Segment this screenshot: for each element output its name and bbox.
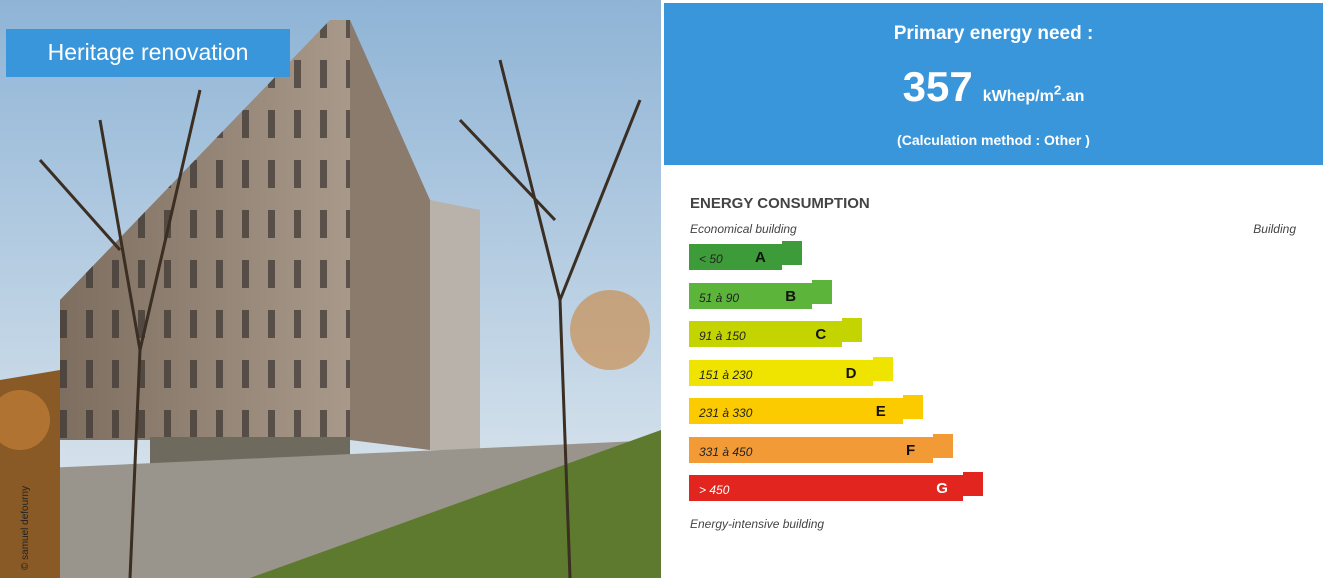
label-bottom: Energy-intensive building xyxy=(690,517,824,531)
calculation-method: (Calculation method : Other ) xyxy=(664,132,1323,148)
energy-unit: kWhep/m xyxy=(983,88,1054,105)
class-range: < 50 xyxy=(699,252,723,266)
class-letter: E xyxy=(876,403,886,420)
class-bar-tab xyxy=(903,395,923,419)
class-bar-tab xyxy=(782,241,802,265)
class-bar-tab xyxy=(812,280,832,304)
label-top-right: Building xyxy=(1253,222,1296,236)
class-range: 91 à 150 xyxy=(699,329,746,343)
page: Heritage renovation © samuel defourny Pr… xyxy=(0,0,1323,578)
label-title: ENERGY CONSUMPTION xyxy=(690,195,870,212)
class-range: 331 à 450 xyxy=(699,445,752,459)
class-letter: G xyxy=(936,480,948,497)
building-photo xyxy=(0,0,661,578)
class-letter: F xyxy=(906,442,915,459)
photo-tag: Heritage renovation xyxy=(6,29,290,77)
class-bar-tab xyxy=(963,472,983,496)
class-letter: C xyxy=(815,326,826,343)
class-range: 151 à 230 xyxy=(699,368,752,382)
class-bar-tab xyxy=(933,434,953,458)
energy-unit-suffix: .an xyxy=(1061,88,1084,105)
label-top-left: Economical building xyxy=(690,222,797,236)
class-letter: B xyxy=(785,288,796,305)
class-range: > 450 xyxy=(699,483,729,497)
class-letter: D xyxy=(846,365,857,382)
class-range: 231 à 330 xyxy=(699,406,752,420)
class-bar-tab xyxy=(842,318,862,342)
class-range: 51 à 90 xyxy=(699,291,739,305)
photo-credit: © samuel defourny xyxy=(20,486,31,570)
energy-value: 357 xyxy=(903,63,973,110)
class-bar xyxy=(689,475,963,501)
class-letter: A xyxy=(755,249,766,266)
class-bar-tab xyxy=(873,357,893,381)
header-title: Primary energy need : xyxy=(664,23,1323,45)
